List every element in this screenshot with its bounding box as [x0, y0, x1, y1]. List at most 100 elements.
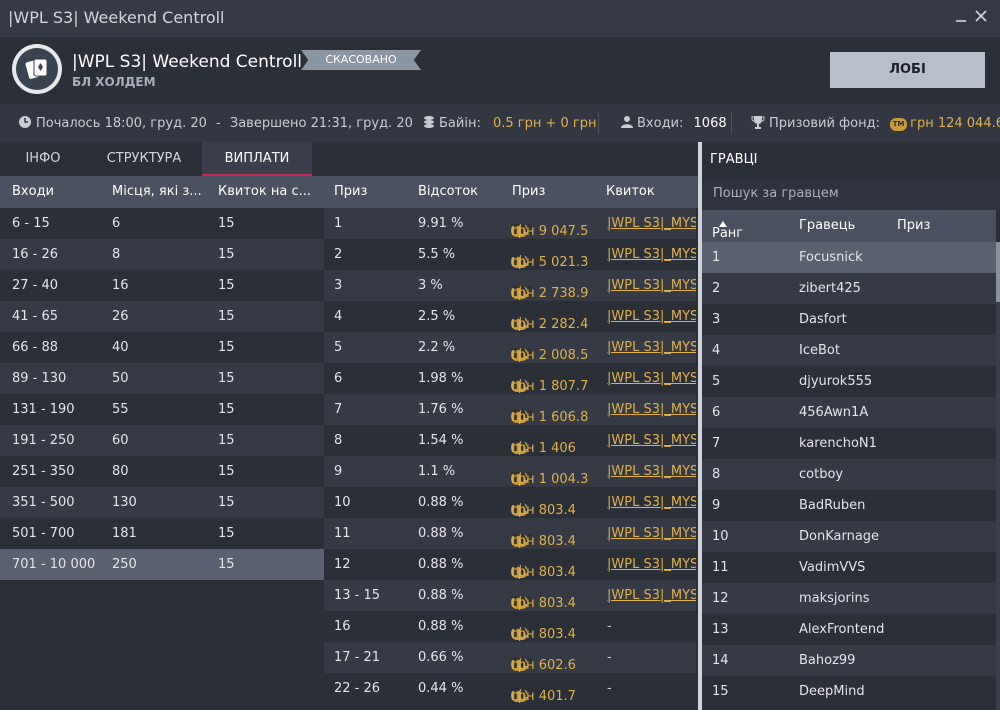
- column-header[interactable]: Відсоток: [418, 184, 478, 199]
- table-row[interactable]: 251 - 350 80 15: [0, 456, 324, 487]
- table-row[interactable]: 4 2.5 % TM грн 2 282.4 |WPL S3|_MYS: [324, 301, 696, 332]
- table-cell: 15: [218, 433, 235, 448]
- ticket-link[interactable]: |WPL S3|_MYS: [607, 371, 696, 386]
- ticket-link[interactable]: |WPL S3|_MYS: [607, 216, 696, 231]
- player-row[interactable]: 6456Awn1ATMгрн 1 807....: [702, 397, 996, 428]
- player-row[interactable]: 3DasfortTMгрн 2 738....: [702, 304, 996, 335]
- table-row[interactable]: 27 - 40 16 15: [0, 270, 324, 301]
- table-row[interactable]: 89 - 130 50 15: [0, 363, 324, 394]
- ticket-link[interactable]: |WPL S3|_MYS: [607, 588, 696, 603]
- player-column-header[interactable]: Гравець: [799, 218, 856, 233]
- players-scrollbar[interactable]: [996, 242, 1000, 710]
- column-header[interactable]: Приз: [334, 184, 368, 199]
- ticket-link[interactable]: |WPL S3|_MYS: [607, 433, 696, 448]
- player-row[interactable]: 2zibert425TMгрн 5 021....: [702, 273, 996, 304]
- table-row[interactable]: 13 - 15 0.88 % TM грн 803.4 |WPL S3|_MYS: [324, 580, 696, 611]
- table-row[interactable]: 7 1.76 % TM грн 1 606.8 |WPL S3|_MYS: [324, 394, 696, 425]
- table-row[interactable]: 11 0.88 % TM грн 803.4 |WPL S3|_MYS: [324, 518, 696, 549]
- player-row[interactable]: 14Bahoz99TMгрн 803.4+...: [702, 645, 996, 676]
- table-row[interactable]: 66 - 88 40 15: [0, 332, 324, 363]
- prize-amount: грн 602.6: [511, 658, 576, 673]
- player-row[interactable]: 4IceBotTMгрн 2 282....: [702, 335, 996, 366]
- table-row[interactable]: 10 0.88 % TM грн 803.4 |WPL S3|_MYS: [324, 487, 696, 518]
- ticket-link[interactable]: |WPL S3|_MYS: [607, 526, 696, 541]
- table-row[interactable]: 2 5.5 % TM грн 5 021.3 |WPL S3|_MYS: [324, 239, 696, 270]
- percent-cell: 0.88 %: [418, 557, 464, 572]
- prize-amount: грн 2 008.5: [511, 348, 589, 363]
- tournament-header: |WPL S3| Weekend Centroll БЛ ХОЛДЕМ СКАС…: [0, 37, 1000, 104]
- column-header[interactable]: Квиток: [606, 184, 655, 199]
- rank-cell: 2: [712, 281, 721, 296]
- player-row[interactable]: 12maksjorinsTMгрн 803.4+...: [702, 583, 996, 614]
- ticket-link[interactable]: |WPL S3|_MYS: [607, 402, 696, 417]
- table-row[interactable]: 1 9.91 % TM грн 9 047.5 |WPL S3|_MYS: [324, 208, 696, 239]
- player-search-input[interactable]: Пошук за гравцем: [702, 178, 1000, 210]
- table-cell: 16 - 26: [12, 247, 59, 262]
- table-cell: 8: [112, 247, 121, 262]
- player-row[interactable]: 11VadimVVSTMгрн 803.4+...: [702, 552, 996, 583]
- tab-structure[interactable]: СТРУКТУРА: [106, 151, 182, 166]
- place-cell: 12: [334, 557, 351, 572]
- table-row[interactable]: 16 - 26 8 15: [0, 239, 324, 270]
- table-row[interactable]: 501 - 700 181 15: [0, 518, 324, 549]
- tab-info[interactable]: ІНФО: [25, 151, 61, 166]
- minimize-icon[interactable]: [950, 6, 972, 30]
- place-cell: 17 - 21: [334, 650, 381, 665]
- column-header[interactable]: Квиток на с...: [218, 184, 311, 199]
- ticket-link[interactable]: |WPL S3|_MYS: [607, 278, 696, 293]
- rank-cell: 13: [712, 622, 729, 637]
- prize-amount: грн 1 807.7: [511, 379, 589, 394]
- ticket-link[interactable]: |WPL S3|_MYS: [607, 309, 696, 324]
- table-row[interactable]: 6 1.98 % TM грн 1 807.7 |WPL S3|_MYS: [324, 363, 696, 394]
- player-row[interactable]: 15DeepMindTMгрн 803.4+...: [702, 676, 996, 707]
- table-row[interactable]: 12 0.88 % TM грн 803.4 |WPL S3|_MYS: [324, 549, 696, 580]
- player-name-cell: 456Awn1A: [799, 405, 869, 420]
- player-name-cell: Dasfort: [799, 312, 847, 327]
- column-header[interactable]: Місця, які з...: [112, 184, 202, 199]
- ticket-link[interactable]: |WPL S3|_MYS: [607, 340, 696, 355]
- table-row[interactable]: 6 - 15 6 15: [0, 208, 324, 239]
- ticket-link[interactable]: |WPL S3|_MYS: [607, 247, 696, 262]
- player-row[interactable]: 1FocusnickTMгрн 9 047....: [702, 242, 996, 273]
- table-row[interactable]: 131 - 190 55 15: [0, 394, 324, 425]
- table-row[interactable]: 17 - 21 0.66 % TM грн 602.6-: [324, 642, 696, 673]
- player-row[interactable]: 9BadRubenTMгрн 1 004....: [702, 490, 996, 521]
- table-row[interactable]: 16 0.88 % TM грн 803.4-: [324, 611, 696, 642]
- player-row[interactable]: 8cotboyTMгрн 1 406+...: [702, 459, 996, 490]
- user-icon: [621, 116, 633, 128]
- place-cell: 10: [334, 495, 351, 510]
- rank-cell: 10: [712, 529, 729, 544]
- tab-payouts[interactable]: ВИПЛАТИ: [202, 142, 312, 176]
- table-row[interactable]: 351 - 500 130 15: [0, 487, 324, 518]
- panel-divider[interactable]: [698, 142, 702, 710]
- table-row[interactable]: 8 1.54 % TM грн 1 406 |WPL S3|_MYS: [324, 425, 696, 456]
- coin-icon: TM: [511, 564, 533, 579]
- ticket-link[interactable]: |WPL S3|_MYS: [607, 495, 696, 510]
- player-name-cell: AlexFrontend: [799, 622, 885, 637]
- buyin-value: 0.5 грн + 0 грн: [492, 116, 597, 131]
- table-row[interactable]: 5 2.2 % TM грн 2 008.5 |WPL S3|_MYS: [324, 332, 696, 363]
- percent-cell: 2.5 %: [418, 309, 456, 324]
- entries-value: 1068: [693, 116, 727, 131]
- player-row[interactable]: 10DonKarnageTMгрн 803.4+...: [702, 521, 996, 552]
- table-row[interactable]: 9 1.1 % TM грн 1 004.3 |WPL S3|_MYS: [324, 456, 696, 487]
- lobby-button[interactable]: ЛОБІ: [830, 52, 985, 88]
- player-row[interactable]: 5djyurok555TMгрн 2 008....: [702, 366, 996, 397]
- rank-column-header[interactable]: Ранг: [712, 218, 743, 241]
- ticket-link[interactable]: |WPL S3|_MYS: [607, 557, 696, 572]
- prize-column-header[interactable]: Приз: [897, 218, 931, 233]
- close-icon[interactable]: [970, 6, 992, 30]
- column-header[interactable]: Входи: [12, 184, 55, 199]
- table-row[interactable]: 22 - 26 0.44 % TM грн 401.7-: [324, 673, 696, 704]
- player-row[interactable]: 13AlexFrontendTMгрн 803.4+...: [702, 614, 996, 645]
- table-row[interactable]: 701 - 10 000 250 15: [0, 549, 324, 580]
- column-header[interactable]: Приз: [512, 184, 546, 199]
- table-cell: 251 - 350: [12, 464, 75, 479]
- table-row[interactable]: 191 - 250 60 15: [0, 425, 324, 456]
- scrollbar-thumb[interactable]: [996, 242, 1000, 302]
- ticket-link[interactable]: |WPL S3|_MYS: [607, 464, 696, 479]
- table-row[interactable]: 41 - 65 26 15: [0, 301, 324, 332]
- player-row[interactable]: 7karenchoN1TMгрн 1 606....: [702, 428, 996, 459]
- player-name-cell: djyurok555: [799, 374, 873, 389]
